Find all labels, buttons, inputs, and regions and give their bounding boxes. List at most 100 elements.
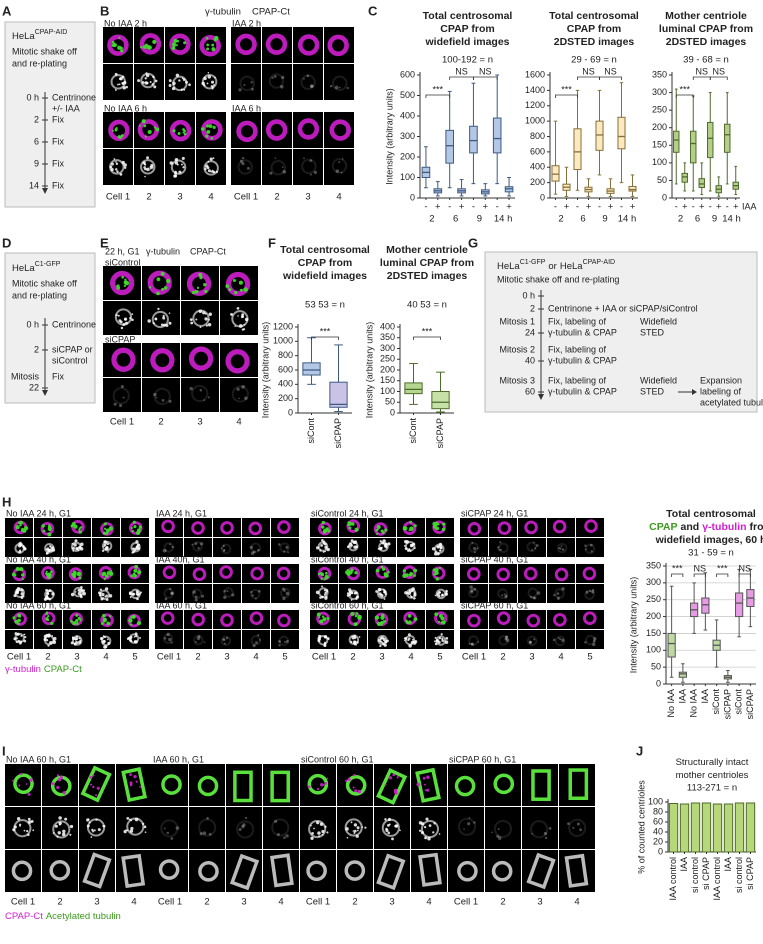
micrograph — [576, 610, 604, 629]
signal-spot — [589, 543, 593, 547]
signal-spot — [89, 775, 93, 779]
signal-spot — [132, 550, 136, 553]
signal-spot — [209, 157, 213, 161]
signal-spot — [380, 636, 384, 640]
signal-spot — [121, 275, 124, 279]
signal-spot — [377, 588, 381, 592]
signal-spot — [406, 621, 410, 625]
signal-spot — [111, 40, 115, 44]
x-tick-label: + — [564, 202, 570, 213]
cell-label: 4 — [558, 652, 563, 663]
micrograph — [213, 538, 241, 557]
micrograph — [242, 584, 270, 603]
signal-spot — [143, 166, 146, 169]
signal-spot — [131, 592, 134, 596]
signal-spot — [321, 539, 324, 542]
signal-spot — [181, 156, 185, 160]
signal-spot — [45, 639, 49, 642]
signal-spot — [323, 643, 327, 647]
micrograph — [489, 630, 517, 649]
signal-spot — [75, 637, 79, 641]
signal-spot — [258, 638, 261, 641]
signal-ring — [170, 159, 187, 175]
signal-spot — [183, 132, 187, 136]
signal-spot — [357, 789, 362, 794]
signal-spot — [213, 37, 218, 42]
signal-spot — [470, 590, 474, 594]
signal-spot — [323, 589, 327, 592]
chart-title-part: widefield images — [282, 270, 367, 282]
signal-barrel — [121, 767, 148, 803]
signal-spot — [345, 779, 348, 782]
signal-spot — [241, 824, 245, 829]
signal-spot — [350, 539, 354, 542]
signal-spot — [236, 307, 240, 310]
signal-ring — [198, 861, 219, 882]
x-tick-label: IAA control — [668, 857, 678, 901]
signal-spot — [175, 73, 180, 78]
signal-spot — [420, 822, 425, 826]
cell-lines: HeLaC1-GFP or HeLaCPAP-AID — [497, 259, 615, 272]
signal-spot — [590, 550, 593, 553]
signal-spot — [473, 587, 477, 591]
y-axis-label: Intensity (arbitrary units) — [260, 322, 270, 419]
signal-spot — [18, 614, 21, 617]
chart-title: Total centrosomal — [423, 10, 513, 22]
signal-spot — [324, 825, 327, 828]
signal-ring — [454, 775, 476, 797]
signal-spot — [110, 168, 114, 172]
signal-spot — [133, 568, 138, 573]
micrograph — [397, 630, 425, 649]
cell-label: Cell 1 — [106, 192, 130, 203]
signal-spot — [176, 40, 180, 43]
signal-spot — [123, 284, 127, 287]
micrograph — [576, 584, 604, 603]
signal-spot — [78, 637, 81, 640]
y-tick-label: 800 — [530, 131, 545, 141]
signal-spot — [319, 619, 324, 624]
micrograph — [5, 564, 33, 583]
signal-spot — [196, 286, 200, 289]
signal-spot — [147, 129, 152, 135]
y-tick-label: 1000 — [525, 116, 545, 126]
signal-spot — [141, 119, 146, 124]
cell-label: 4 — [208, 192, 213, 203]
signal-spot — [504, 637, 508, 641]
signal-ring — [100, 613, 114, 627]
image-title: siCPAP 60 h, G1 — [449, 754, 516, 764]
signal-spot — [169, 587, 172, 590]
signal-barrel — [80, 765, 112, 803]
signal-spot — [409, 595, 412, 597]
box — [690, 130, 697, 164]
signal-spot — [115, 314, 118, 317]
micrograph — [242, 610, 270, 629]
signal-barrel — [415, 767, 441, 803]
signal-barrel — [526, 852, 556, 890]
signal-spot — [146, 46, 149, 50]
legend: γ-tubulin CPAP-Ct — [5, 664, 82, 675]
signal-spot — [338, 86, 341, 89]
micrograph — [489, 518, 517, 537]
signal-spot — [585, 590, 589, 594]
signal-spot — [95, 818, 98, 821]
chart-title: Total centrosomal — [549, 10, 639, 22]
signal-spot — [439, 614, 443, 618]
signal-spot — [532, 596, 536, 600]
signal-spot — [56, 785, 60, 790]
x-tick-label: - — [472, 202, 475, 213]
signal-spot — [211, 85, 214, 88]
signal-spot — [476, 547, 479, 550]
x-tick-label: - — [692, 202, 695, 213]
signal-ring — [248, 521, 263, 536]
signal-ring — [231, 385, 249, 403]
signal-spot — [108, 615, 112, 618]
signal-spot — [119, 172, 123, 176]
signal-spot — [592, 642, 596, 647]
timeline-followup: Expansion — [700, 375, 742, 385]
signal-spot — [529, 641, 531, 643]
signal-spot — [311, 832, 314, 835]
panel-label: J — [636, 743, 643, 758]
micrograph — [184, 538, 212, 557]
signal-spot — [250, 590, 253, 594]
signal-spot — [434, 594, 437, 597]
